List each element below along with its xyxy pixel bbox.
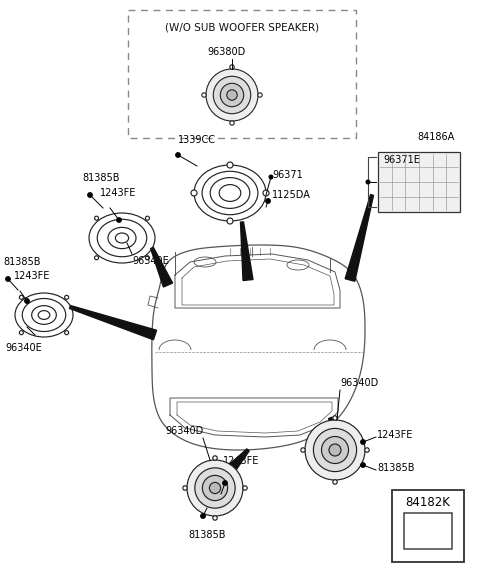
Circle shape — [117, 218, 121, 222]
Text: 96380D: 96380D — [208, 47, 246, 57]
Circle shape — [201, 514, 205, 518]
Circle shape — [230, 65, 234, 69]
Text: 81385B: 81385B — [377, 463, 415, 473]
Circle shape — [213, 76, 251, 114]
Circle shape — [361, 463, 365, 467]
Text: 96371E: 96371E — [383, 155, 420, 165]
Circle shape — [333, 480, 337, 484]
Text: 1243FE: 1243FE — [14, 271, 50, 281]
Circle shape — [25, 299, 29, 303]
Polygon shape — [329, 417, 342, 437]
Text: 1243FE: 1243FE — [377, 430, 413, 440]
Circle shape — [365, 448, 369, 452]
Circle shape — [191, 190, 197, 196]
Text: (W/O SUB WOOFER SPEAKER): (W/O SUB WOOFER SPEAKER) — [165, 23, 319, 33]
Text: 1243FE: 1243FE — [100, 188, 136, 198]
Text: 84182K: 84182K — [406, 496, 450, 509]
Circle shape — [322, 437, 348, 464]
Circle shape — [266, 199, 270, 203]
Circle shape — [213, 516, 217, 520]
Circle shape — [366, 180, 370, 184]
Circle shape — [223, 481, 227, 485]
Circle shape — [195, 468, 235, 508]
Circle shape — [230, 121, 234, 125]
Text: 96340D: 96340D — [340, 378, 378, 388]
Circle shape — [209, 482, 221, 493]
Bar — [378, 152, 460, 212]
Polygon shape — [345, 195, 373, 281]
Text: 81385B: 81385B — [188, 530, 226, 540]
Text: 1125DA: 1125DA — [272, 190, 311, 200]
Circle shape — [361, 440, 365, 444]
Circle shape — [213, 456, 217, 460]
Circle shape — [301, 448, 305, 452]
Text: 84186A: 84186A — [418, 132, 455, 142]
Text: 96340D: 96340D — [166, 426, 204, 436]
Bar — [392, 490, 464, 562]
Text: 1243FE: 1243FE — [223, 456, 259, 466]
Bar — [404, 513, 452, 549]
Circle shape — [227, 90, 237, 100]
Text: 96340E: 96340E — [132, 256, 169, 266]
Circle shape — [313, 428, 357, 472]
Circle shape — [227, 162, 233, 168]
Circle shape — [202, 93, 206, 97]
Polygon shape — [240, 222, 253, 281]
Circle shape — [206, 69, 258, 121]
Circle shape — [6, 277, 10, 281]
Circle shape — [269, 175, 273, 179]
Circle shape — [88, 193, 92, 197]
Polygon shape — [151, 247, 173, 287]
Circle shape — [329, 444, 341, 456]
Text: 81385B: 81385B — [3, 257, 40, 267]
Text: 81385B: 81385B — [82, 173, 120, 183]
Circle shape — [305, 420, 365, 480]
Circle shape — [333, 416, 337, 420]
Circle shape — [183, 486, 187, 490]
Circle shape — [227, 218, 233, 224]
Circle shape — [243, 486, 247, 490]
Polygon shape — [228, 449, 249, 471]
Circle shape — [176, 153, 180, 157]
Text: 96340E: 96340E — [5, 343, 42, 353]
Circle shape — [263, 190, 269, 196]
Circle shape — [220, 83, 244, 107]
Polygon shape — [70, 305, 156, 340]
Text: 96371: 96371 — [272, 170, 303, 180]
Circle shape — [258, 93, 262, 97]
Circle shape — [187, 460, 243, 516]
Circle shape — [203, 475, 228, 500]
Text: 1339CC: 1339CC — [178, 135, 216, 145]
